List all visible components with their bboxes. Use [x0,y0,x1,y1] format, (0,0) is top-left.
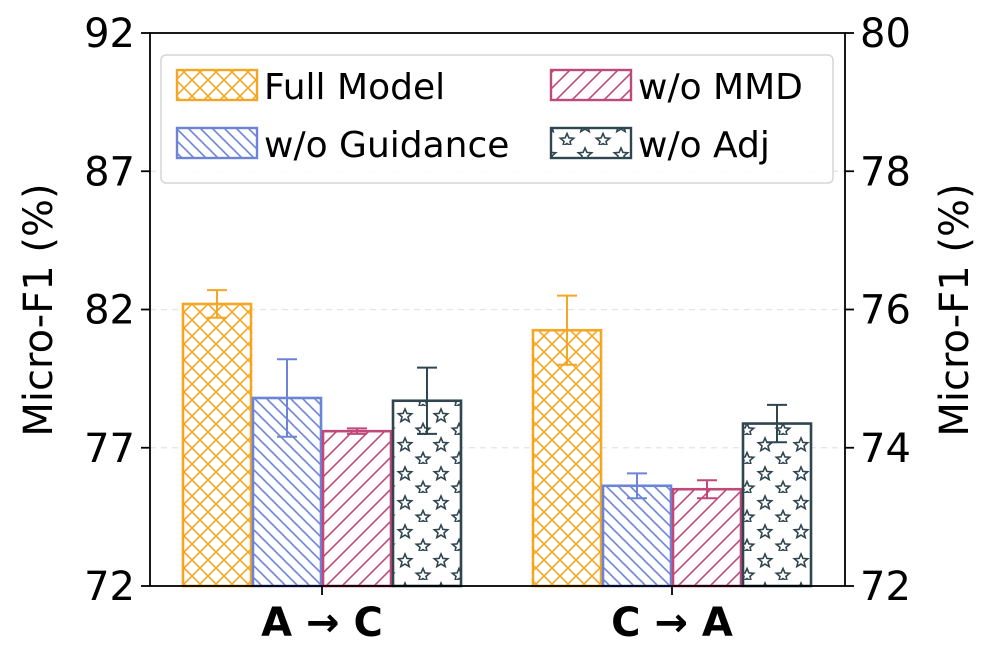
x-tick-label: C → A [611,600,733,646]
error-bar [697,479,717,500]
right-tick-label: 74 [860,426,911,472]
bar-w-o-guidance-1 [601,484,673,588]
right-tick-label: 76 [860,288,911,334]
left-y-axis: 72 77 82 87 92 [84,11,150,610]
right-y-axis-title: Micro-F1 (%) [932,183,978,436]
x-tick-label: A → C [261,600,383,646]
error-bar [347,427,367,435]
bar-w-o-adj-1 [741,422,813,588]
right-tick-label: 80 [860,11,911,57]
right-tick-label: 78 [860,149,911,195]
error-bar [767,403,787,444]
error-bar [277,358,297,438]
x-axis: A → C C → A [261,586,733,646]
legend-swatch [549,126,633,160]
left-tick-label: 92 [84,11,135,57]
error-bar [417,366,437,435]
error-bars [207,289,787,500]
left-y-axis-title: Micro-F1 (%) [16,183,62,436]
bars [181,302,813,588]
bar-full-model-1 [531,328,603,588]
right-y-axis: 72 74 76 78 80 [845,11,911,610]
legend-swatch [175,126,259,160]
legend-label: w/o Guidance [264,125,509,166]
legend-swatch [549,68,633,102]
left-tick-label: 82 [84,288,135,334]
bar-w-o-mmd-0 [321,429,393,588]
legend-label: w/o MMD [638,67,803,108]
left-tick-label: 72 [84,564,135,610]
legend-label: Full Model [264,67,445,108]
left-tick-label: 77 [84,426,135,472]
error-bar [627,472,647,500]
legend-swatch [175,68,259,102]
error-bar [557,294,577,366]
error-bar [207,289,227,319]
left-tick-label: 87 [84,149,135,195]
bar-full-model-0 [181,302,253,588]
legend-label: w/o Adj [638,125,770,166]
bar-w-o-mmd-1 [671,487,743,588]
legend-box [160,54,834,184]
legend: Full Model w/o MMD w/o Guidance w/o Adj [160,54,834,184]
right-tick-label: 72 [860,564,911,610]
